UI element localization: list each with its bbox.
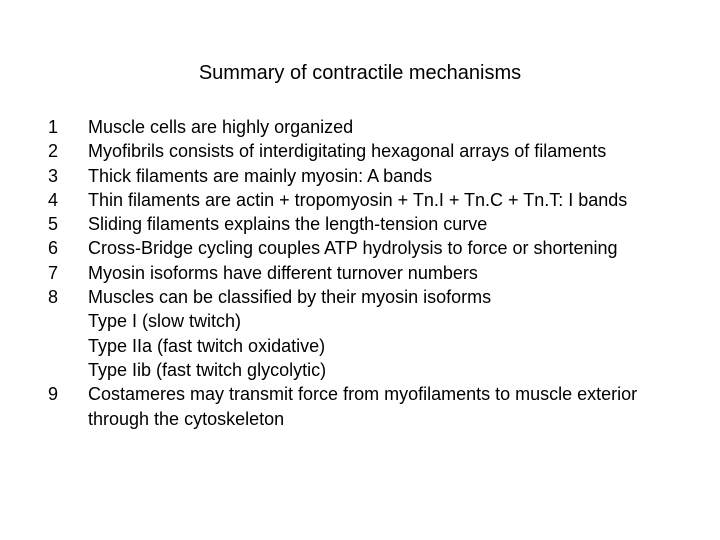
list-item: Type I (slow twitch): [48, 309, 700, 333]
list-item: 4 Thin filaments are actin + tropomyosin…: [48, 188, 700, 212]
list-item: 1 Muscle cells are highly organized: [48, 115, 700, 139]
list-number: [48, 309, 88, 333]
summary-list: 1 Muscle cells are highly organized 2 My…: [0, 115, 720, 431]
list-item: 6 Cross-Bridge cycling couples ATP hydro…: [48, 236, 700, 260]
list-text: Myosin isoforms have different turnover …: [88, 261, 700, 285]
list-text: Costameres may transmit force from myofi…: [88, 382, 700, 431]
list-item: 3 Thick filaments are mainly myosin: A b…: [48, 164, 700, 188]
list-text: Type Iib (fast twitch glycolytic): [88, 358, 700, 382]
list-number: 3: [48, 164, 88, 188]
list-item: 7 Myosin isoforms have different turnove…: [48, 261, 700, 285]
list-item: 2 Myofibrils consists of interdigitating…: [48, 139, 700, 163]
list-number: [48, 334, 88, 358]
list-item: Type Iib (fast twitch glycolytic): [48, 358, 700, 382]
list-number: 1: [48, 115, 88, 139]
list-text: Sliding filaments explains the length-te…: [88, 212, 700, 236]
list-number: [48, 358, 88, 382]
list-text: Cross-Bridge cycling couples ATP hydroly…: [88, 236, 700, 260]
list-number: 7: [48, 261, 88, 285]
list-number: 6: [48, 236, 88, 260]
list-number: 4: [48, 188, 88, 212]
slide-title: Summary of contractile mechanisms: [0, 0, 720, 115]
list-number: 8: [48, 285, 88, 309]
list-text: Type IIa (fast twitch oxidative): [88, 334, 700, 358]
list-text: Thin filaments are actin + tropomyosin +…: [88, 188, 700, 212]
list-number: 9: [48, 382, 88, 431]
list-text: Thick filaments are mainly myosin: A ban…: [88, 164, 700, 188]
list-number: 2: [48, 139, 88, 163]
list-item: 9 Costameres may transmit force from myo…: [48, 382, 700, 431]
list-text: Type I (slow twitch): [88, 309, 700, 333]
list-text: Myofibrils consists of interdigitating h…: [88, 139, 700, 163]
list-item: 5 Sliding filaments explains the length-…: [48, 212, 700, 236]
slide: Summary of contractile mechanisms 1 Musc…: [0, 0, 720, 540]
list-text: Muscle cells are highly organized: [88, 115, 700, 139]
list-item: 8 Muscles can be classified by their myo…: [48, 285, 700, 309]
list-number: 5: [48, 212, 88, 236]
list-item: Type IIa (fast twitch oxidative): [48, 334, 700, 358]
list-text: Muscles can be classified by their myosi…: [88, 285, 700, 309]
